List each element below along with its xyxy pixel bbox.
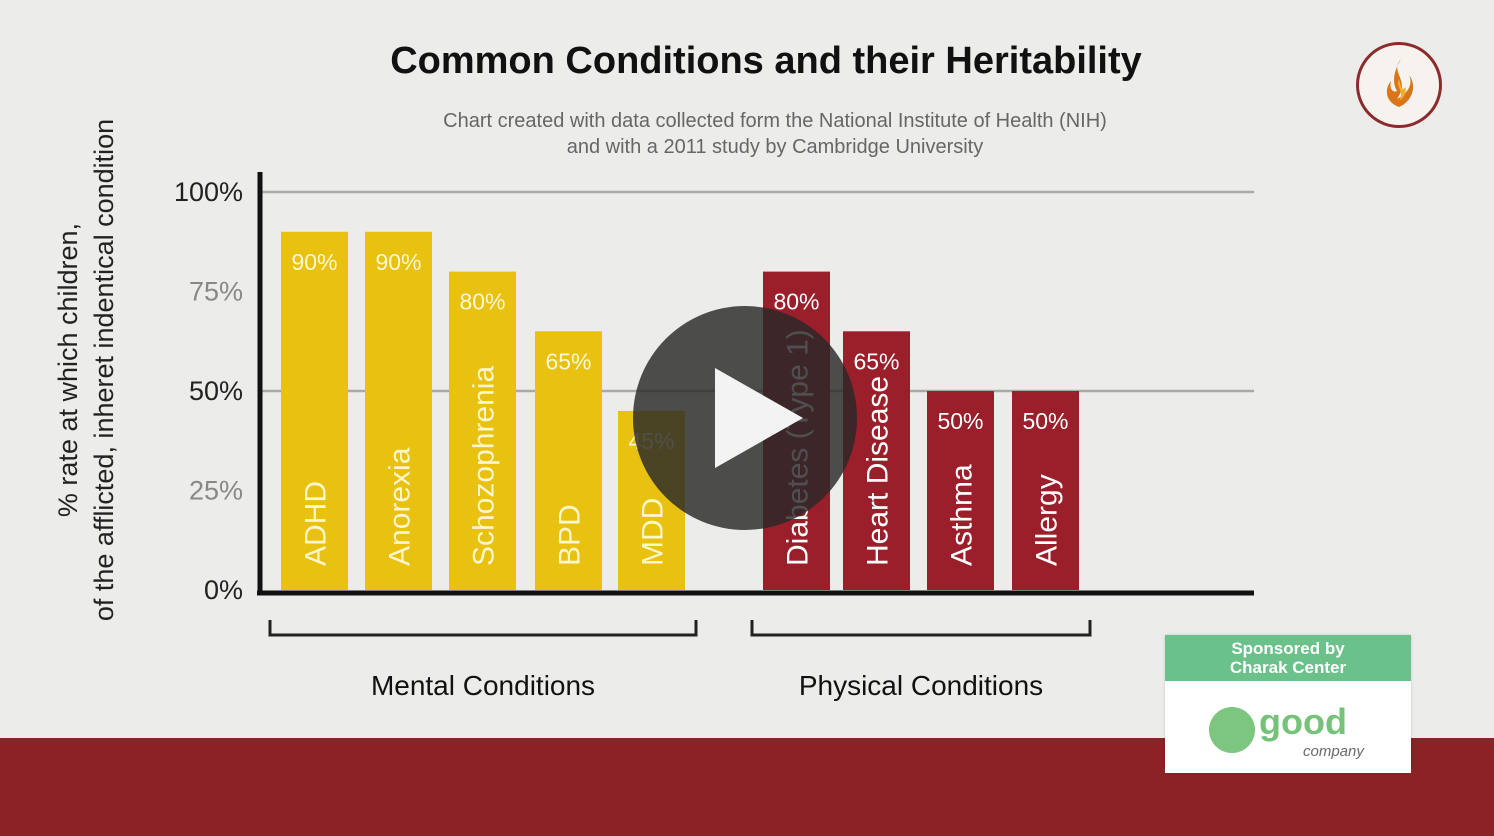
sponsor-line-2: Charak Center (1229, 658, 1347, 677)
play-button[interactable] (633, 306, 857, 530)
good-company-mark-icon (1209, 707, 1255, 753)
good-company-brand: good (1259, 701, 1347, 742)
y-tick-label: 75% (189, 277, 243, 307)
bar-category-label: Schozophrenia (468, 366, 501, 566)
bar-category-label: Heart Disease (862, 376, 895, 566)
bar (365, 231, 432, 591)
y-tick-label: 50% (189, 376, 243, 406)
bar (281, 231, 348, 591)
bar-value-label: 65% (853, 348, 899, 374)
bar (449, 271, 516, 590)
chart-subtitle: Chart created with data collected form t… (0, 108, 1494, 160)
bar-value-label: 80% (773, 289, 819, 315)
bar-category-label: BPD (554, 504, 587, 566)
chart-title: Common Conditions and their Heritability (390, 40, 1142, 82)
bar-category-label: Anorexia (384, 447, 417, 566)
sponsor-card: Sponsored by Charak Center good company (1165, 635, 1411, 773)
y-tick-label: 100% (174, 177, 243, 207)
subtitle-line-2: and with a 2011 study by Cambridge Unive… (566, 136, 984, 158)
bar-value-label: 50% (1022, 408, 1068, 434)
bar-value-label: 50% (937, 408, 983, 434)
good-company-logo: good company (1165, 681, 1411, 773)
sponsor-line-1: Sponsored by (1231, 639, 1345, 658)
flame-logo-icon (1356, 42, 1442, 128)
bar (1012, 391, 1079, 590)
group-bracket (750, 620, 1092, 637)
group-bracket (268, 620, 698, 637)
bar (535, 331, 602, 590)
good-company-sub: company (1303, 743, 1364, 760)
subtitle-line-1: Chart created with data collected form t… (443, 110, 1107, 132)
bar-value-label: 65% (545, 348, 591, 374)
bar-value-label: 90% (291, 249, 337, 275)
bar-category-label: MDD (637, 498, 670, 566)
play-icon (715, 368, 803, 468)
bar-category-label: ADHD (300, 481, 333, 566)
group-label-mental: Mental Conditions (370, 670, 596, 701)
y-tick-label: 0% (204, 575, 243, 605)
sponsor-header: Sponsored by Charak Center (1165, 635, 1411, 681)
bar-value-label: 80% (459, 289, 505, 315)
bar-value-label: 90% (375, 249, 421, 275)
y-tick-label: 25% (189, 476, 243, 506)
group-label-physical: Physical Conditions (798, 670, 1044, 701)
bar-category-label: Allergy (1031, 474, 1064, 566)
bar (843, 331, 910, 590)
bar-category-label: Asthma (946, 464, 979, 566)
bar (927, 391, 994, 590)
